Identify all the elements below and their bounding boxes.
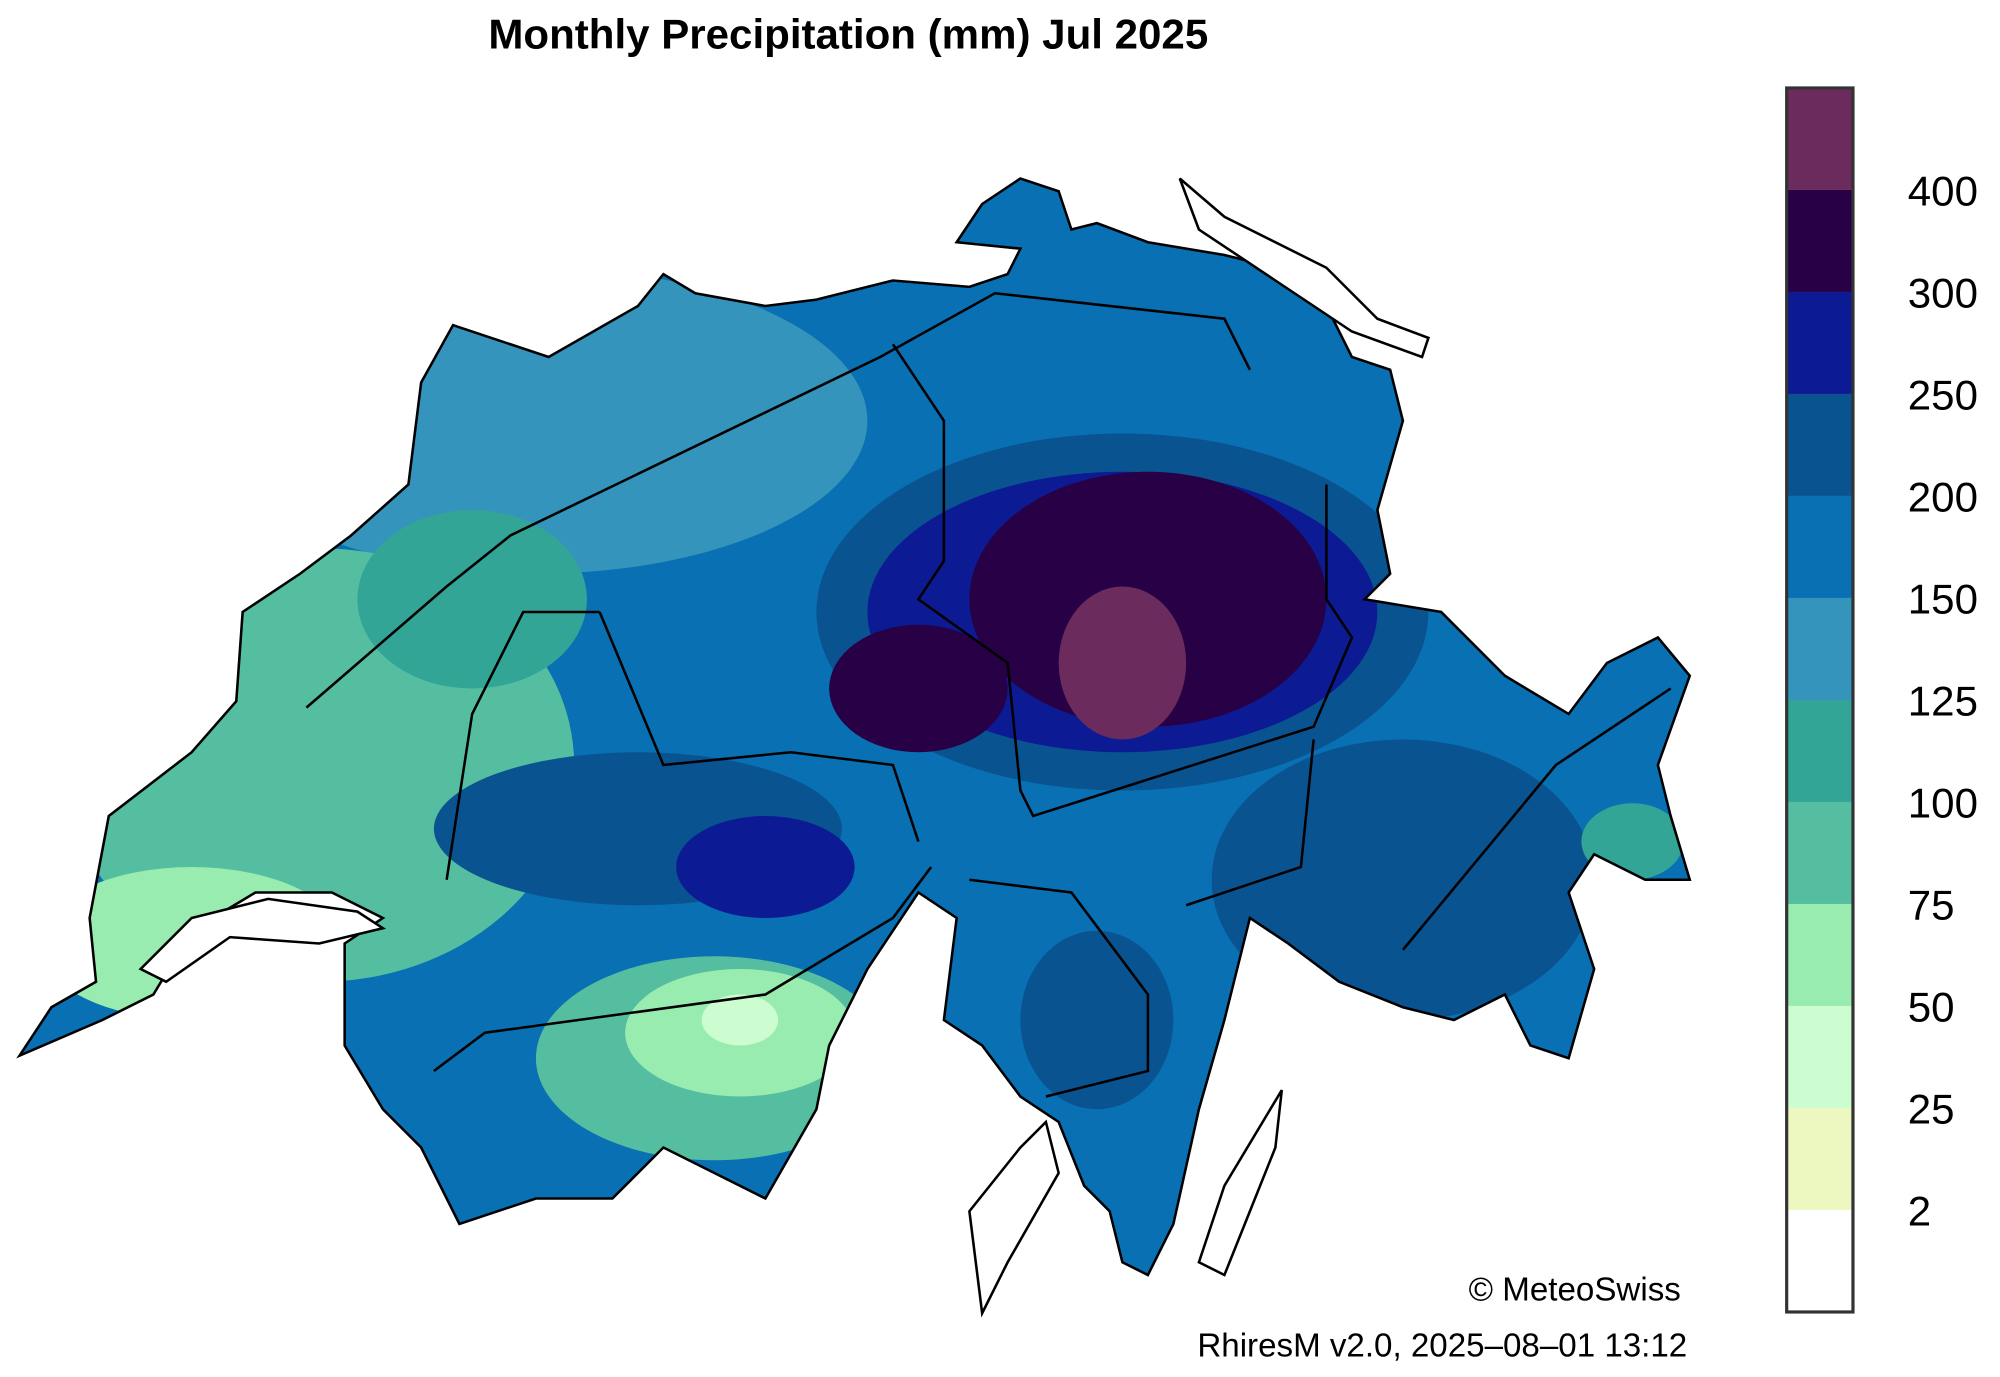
colorbar-bin [1786, 189, 1853, 292]
colorbar-tick-label: 250 [1908, 371, 1978, 418]
colorbar-bin [1786, 903, 1853, 1006]
colorbar-frame [1785, 86, 1855, 1314]
precipitation-field [19, 178, 1690, 1275]
chart-title: Monthly Precipitation (mm) Jul 2025 [488, 10, 1208, 57]
colorbar-bin [1786, 87, 1853, 190]
lakes [138, 177, 1430, 1318]
colorbar-bin [1786, 597, 1853, 700]
colorbar-tick-label: 100 [1908, 779, 1978, 826]
footer-label: RhiresM v2.0, 2025–08–01 13:12 [1197, 1328, 1687, 1365]
colorbar-bin [1786, 1005, 1853, 1108]
colorbar [1786, 87, 1853, 1312]
colorbar-tick-label: 300 [1908, 269, 1978, 316]
colorbar-bin [1786, 1107, 1853, 1210]
colorbar-bin [1786, 801, 1853, 904]
colorbar-tick-label: 75 [1908, 881, 1955, 928]
colorbar-tick-label: 50 [1908, 983, 1955, 1030]
colorbar-tick-label: 2 [1908, 1187, 1931, 1234]
colorbar-tick-label: 125 [1908, 677, 1978, 724]
colorbar-bin [1786, 291, 1853, 394]
colorbar-tick-label: 200 [1908, 473, 1978, 520]
colorbar-tick-label: 25 [1908, 1085, 1955, 1132]
colorbar-bin [1786, 699, 1853, 802]
colorbar-bin [1786, 393, 1853, 496]
colorbar-bin [1786, 495, 1853, 598]
colorbar-ticks: 2 25 50 75 100 125 150 200 250 300 400 [1908, 167, 1978, 1234]
colorbar-tick-label: 150 [1908, 575, 1978, 622]
colorbar-tick-label: 400 [1908, 167, 1978, 214]
canton-borders [305, 291, 1672, 1098]
copyright-label: © MeteoSwiss [1469, 1272, 1681, 1309]
colorbar-bin [1786, 1209, 1853, 1312]
